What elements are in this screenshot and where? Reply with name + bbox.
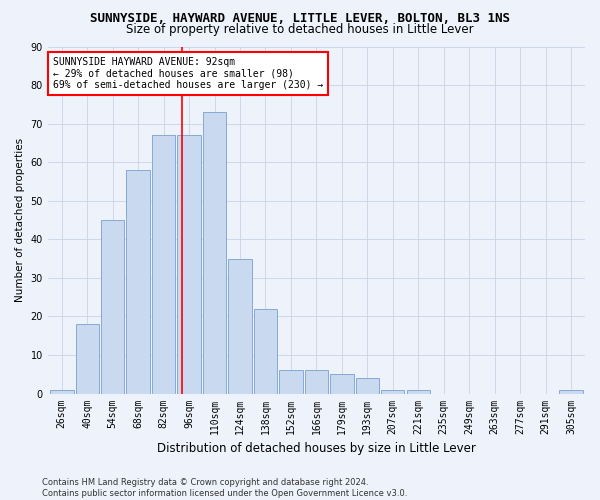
Bar	[229, 258, 252, 394]
Bar	[50, 390, 74, 394]
Bar	[127, 170, 150, 394]
Bar	[101, 220, 124, 394]
Bar	[152, 135, 175, 394]
Text: SUNNYSIDE, HAYWARD AVENUE, LITTLE LEVER, BOLTON, BL3 1NS: SUNNYSIDE, HAYWARD AVENUE, LITTLE LEVER,…	[90, 12, 510, 24]
Bar	[381, 390, 404, 394]
Text: Contains HM Land Registry data © Crown copyright and database right 2024.
Contai: Contains HM Land Registry data © Crown c…	[42, 478, 407, 498]
Bar	[178, 135, 201, 394]
Bar	[76, 324, 99, 394]
Bar	[559, 390, 583, 394]
X-axis label: Distribution of detached houses by size in Little Lever: Distribution of detached houses by size …	[157, 442, 476, 455]
Text: Size of property relative to detached houses in Little Lever: Size of property relative to detached ho…	[126, 22, 474, 36]
Bar	[203, 112, 226, 394]
Text: SUNNYSIDE HAYWARD AVENUE: 92sqm
← 29% of detached houses are smaller (98)
69% of: SUNNYSIDE HAYWARD AVENUE: 92sqm ← 29% of…	[53, 57, 323, 90]
Bar	[279, 370, 302, 394]
Bar	[254, 308, 277, 394]
Bar	[330, 374, 353, 394]
Y-axis label: Number of detached properties: Number of detached properties	[15, 138, 25, 302]
Bar	[305, 370, 328, 394]
Bar	[356, 378, 379, 394]
Bar	[407, 390, 430, 394]
